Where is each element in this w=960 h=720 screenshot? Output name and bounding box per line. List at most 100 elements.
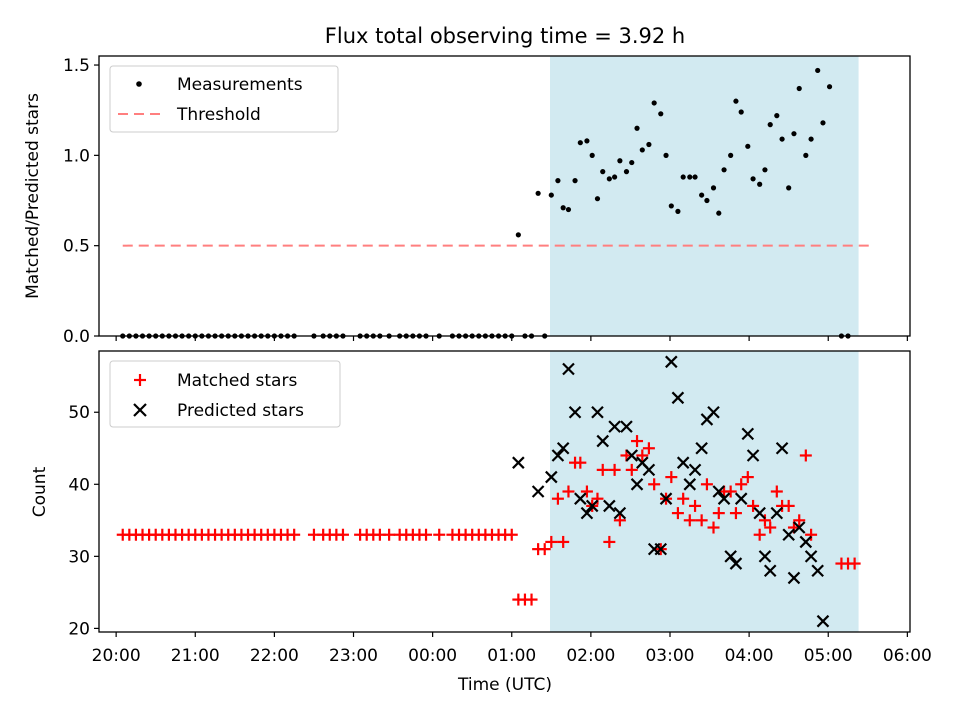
- matched-star-point: [562, 485, 575, 498]
- predicted-star-point: [630, 478, 644, 491]
- legend-measurements-label: Measurements: [177, 75, 303, 95]
- bottom-x-tick-label: 23:00: [329, 646, 378, 666]
- matched-star-point: [613, 514, 626, 527]
- measurement-point: [815, 67, 821, 74]
- predicted-star-point: [676, 456, 690, 469]
- matched-star-point: [700, 478, 713, 491]
- predicted-star-point: [665, 355, 678, 369]
- matched-star-point: [712, 507, 725, 520]
- matched-star-point: [608, 463, 621, 476]
- measurement-point: [808, 136, 814, 142]
- predicted-star-point: [712, 485, 726, 498]
- matched-star-point: [729, 507, 742, 520]
- measurement-point: [584, 138, 590, 144]
- matched-star-point: [689, 499, 702, 512]
- matched-star-point: [631, 435, 644, 448]
- measurement-point: [757, 181, 763, 187]
- matched-star-point: [724, 485, 737, 498]
- bottom-observing-window: [549, 351, 859, 632]
- bottom-legend-box: [109, 360, 341, 428]
- predicted-star-point: [671, 391, 685, 405]
- predicted-star-point: [556, 441, 570, 455]
- measurement-point: [639, 147, 645, 153]
- measurement-point: [560, 205, 566, 211]
- predicted-star-point: [724, 550, 737, 563]
- measurement-point: [728, 152, 734, 158]
- matched-star-point: [574, 456, 587, 469]
- matched-star-point: [642, 442, 655, 455]
- bottom-y-ticks: 20 30 40 50: [68, 403, 99, 639]
- matched-star-point: [580, 485, 593, 498]
- legend-predicted-label: Predicted stars: [177, 401, 304, 421]
- matched-star-point: [505, 528, 518, 541]
- measurement-point: [716, 210, 722, 216]
- matched-star-point: [665, 471, 678, 484]
- predicted-star-point: [775, 441, 789, 455]
- predicted-star-point: [816, 614, 830, 628]
- matched-star-point: [525, 593, 538, 606]
- bottom-x-tick-label: 20:00: [92, 646, 141, 666]
- bottom-y-axis-label: Count: [30, 466, 50, 517]
- matched-star-point: [799, 449, 812, 462]
- matched-star-point: [770, 485, 783, 498]
- measurement-point: [745, 143, 751, 149]
- bottom-y-tick-label: 40: [68, 475, 90, 495]
- measurement-point: [675, 208, 681, 214]
- bottom-panel: 20 30 40 50 20:00 21:00 22:00 23:00 00:00 01:00 0…: [30, 350, 932, 695]
- top-x-ticks: [115, 336, 908, 341]
- matched-star-point: [793, 514, 806, 527]
- matched-star-point: [591, 492, 604, 505]
- predicted-star-point: [787, 571, 801, 585]
- matched-star-point: [782, 499, 795, 512]
- top-y-tick-label: 1.0: [63, 146, 90, 166]
- measurement-point: [826, 84, 833, 90]
- predicted-star-point: [580, 506, 594, 520]
- matched-star-point: [758, 514, 771, 527]
- measurement-point: [680, 174, 686, 180]
- measurement-point: [692, 174, 698, 180]
- measurement-point: [774, 113, 780, 119]
- bottom-y-tick-label: 50: [68, 403, 90, 423]
- measurement-point: [803, 152, 809, 158]
- matched-star-point: [596, 463, 609, 476]
- matched-star-point: [545, 535, 558, 548]
- measurement-points: [120, 67, 851, 339]
- matched-star-point: [420, 528, 433, 541]
- measurement-point: [738, 109, 744, 115]
- measurement-point: [658, 111, 664, 117]
- predicted-star-point: [642, 463, 656, 477]
- bottom-x-tick-label: 21:00: [171, 646, 220, 666]
- predicted-star-point: [753, 506, 766, 520]
- predicted-star-point: [608, 420, 621, 433]
- predicted-star-point: [562, 362, 575, 376]
- measurement-point: [710, 185, 717, 191]
- measurement-point: [668, 203, 674, 209]
- matched-star-point: [433, 528, 446, 541]
- matched-star-point: [383, 528, 396, 541]
- measurement-point: [589, 152, 595, 158]
- top-y-ticks: 0.0 0.5 1.0 1.5: [63, 56, 99, 347]
- matched-star-point: [707, 521, 720, 534]
- measurement-point: [572, 178, 578, 184]
- matched-star-point: [288, 528, 301, 541]
- predicted-star-point: [551, 449, 565, 462]
- top-y-tick-label: 0.5: [63, 237, 90, 257]
- matched-star-point: [625, 463, 638, 476]
- measurement-point: [555, 178, 561, 184]
- bottom-x-tick-label: 06:00: [883, 646, 932, 666]
- predicted-star-point: [799, 535, 813, 549]
- measurement-point: [548, 192, 554, 198]
- bottom-legend: Matched stars Predicted stars: [109, 360, 341, 428]
- bottom-x-tick-label: 02:00: [566, 646, 615, 666]
- bottom-x-tick-label: 04:00: [725, 646, 774, 666]
- measurement-point: [704, 197, 710, 204]
- matched-star-point: [671, 507, 684, 520]
- matched-star-point: [648, 478, 661, 491]
- predicted-star-point: [695, 441, 708, 455]
- matched-star-point: [741, 471, 754, 484]
- predicted-star-point: [603, 499, 616, 513]
- count-points: [116, 355, 861, 628]
- measurement-point: [779, 136, 785, 142]
- bottom-x-tick-label: 01:00: [487, 646, 536, 666]
- predicted-star-point: [659, 492, 673, 505]
